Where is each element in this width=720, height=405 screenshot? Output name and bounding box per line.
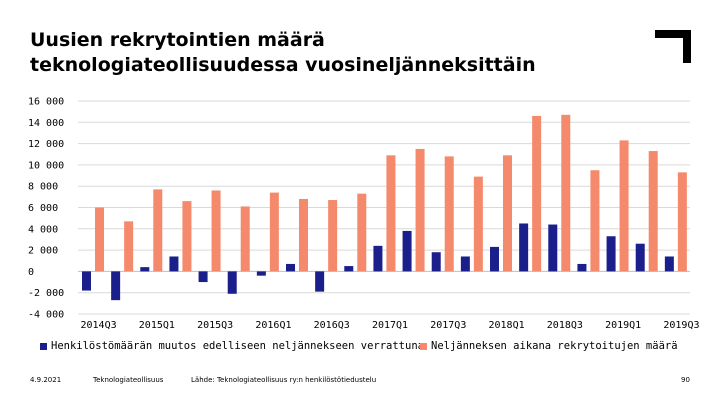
bar-headcount-change [198,271,208,283]
x-tick-label: 2015Q1 [139,320,175,331]
y-tick-label: 10 000 [28,160,64,171]
bar-headcount-change [635,243,645,272]
x-tick-label: 2015Q3 [197,320,233,331]
y-tick-label: 4 000 [28,224,58,235]
bar-recruitments [124,221,134,272]
bar-recruitments [503,155,512,272]
bar-headcount-change [111,271,121,301]
x-tick-label: 2016Q3 [314,320,350,331]
bar-headcount-change [402,230,412,272]
legend-item-series2: Neljänneksen aikana rekrytoitujen määrä [420,340,678,352]
bar-recruitments [269,192,279,272]
bar-headcount-change [373,245,383,272]
corner-bracket-logo [655,30,691,63]
bar-headcount-change [256,271,266,276]
bar-recruitments [619,140,629,272]
bar-headcount-change [664,256,674,272]
bar-headcount-change [169,256,179,272]
y-tick-label: 12 000 [28,139,64,150]
y-tick-label: 0 [28,267,34,278]
gridlines [78,100,690,315]
x-tick-label: 2018Q1 [489,320,525,331]
bar-headcount-change [286,263,295,272]
bar-headcount-change [227,271,237,294]
x-axis-ticks: 2014Q3 2015Q1 2015Q3 2016Q1 2016Q3 2017Q1 2017… [81,320,700,331]
legend-swatch-series1 [40,342,47,350]
bar-headcount-change [82,271,91,291]
x-tick-label: 2019Q1 [605,320,641,331]
y-tick-label: -2 000 [28,288,64,299]
bar-recruitments [532,115,542,272]
slide-title: Uusien rekrytointien määrä teknologiateo… [30,28,630,78]
bar-recruitments [211,190,221,272]
bar-recruitments [357,193,367,272]
bar-headcount-change [606,236,616,272]
bar-recruitments [328,200,338,272]
bar-recruitments [95,207,104,272]
bar-recruitments [299,198,308,272]
x-tick-label: 2018Q3 [547,320,583,331]
bar-headcount-change [344,266,354,272]
bar-recruitments [473,176,483,272]
slide-title-line1: Uusien rekrytointien määrä [30,29,325,51]
legend-label-series1: Henkilöstömäärän muutos edelliseen neljä… [51,340,424,352]
y-axis-ticks: -4 000 -2 000 0 2 000 4 000 6 000 8 000 10 000 1… [28,97,64,321]
bar-recruitments [444,156,454,272]
bar-recruitments [386,155,396,272]
footer-date: 4.9.2021 [30,376,62,384]
bar-headcount-change [460,256,470,272]
bar-headcount-change [315,271,325,292]
legend: Henkilöstömäärän muutos edelliseen neljä… [40,340,700,356]
bars [82,114,687,301]
bar-recruitments [240,206,250,272]
footer-page-number: 90 [681,376,690,384]
bar-headcount-change [577,263,587,272]
y-tick-label: 2 000 [28,246,58,257]
y-tick-label: 14 000 [28,118,64,129]
bar-recruitments [561,114,571,272]
legend-swatch-series2 [420,342,427,350]
bar-recruitments [590,170,600,272]
footer-org: Teknologiateollisuus [93,376,164,384]
x-tick-label: 2017Q1 [372,320,408,331]
bar-recruitments [182,201,192,272]
x-tick-label: 2014Q3 [81,320,117,331]
footer-source: Lähde: Teknologiateollisuus ry:n henkilö… [191,376,377,384]
bar-headcount-change [140,267,150,272]
bar-headcount-change [431,252,441,272]
x-tick-label: 2016Q1 [255,320,291,331]
y-tick-label: 6 000 [28,203,58,214]
y-tick-label: -4 000 [28,310,64,321]
bar-recruitments [415,148,425,272]
y-tick-label: 16 000 [28,97,64,108]
bar-recruitments [648,151,658,272]
bar-headcount-change [519,223,529,272]
bar-headcount-change [548,224,558,272]
y-tick-label: 8 000 [28,182,58,193]
legend-item-series1: Henkilöstömäärän muutos edelliseen neljä… [40,340,424,352]
bar-recruitments [153,189,163,272]
x-tick-label: 2019Q3 [663,320,699,331]
bar-recruitments [677,172,687,272]
bar-headcount-change [490,246,499,272]
x-tick-label: 2017Q3 [430,320,466,331]
legend-label-series2: Neljänneksen aikana rekrytoitujen määrä [431,340,678,352]
slide-title-line2: teknologiateollisuudessa vuosineljänneks… [30,54,536,76]
